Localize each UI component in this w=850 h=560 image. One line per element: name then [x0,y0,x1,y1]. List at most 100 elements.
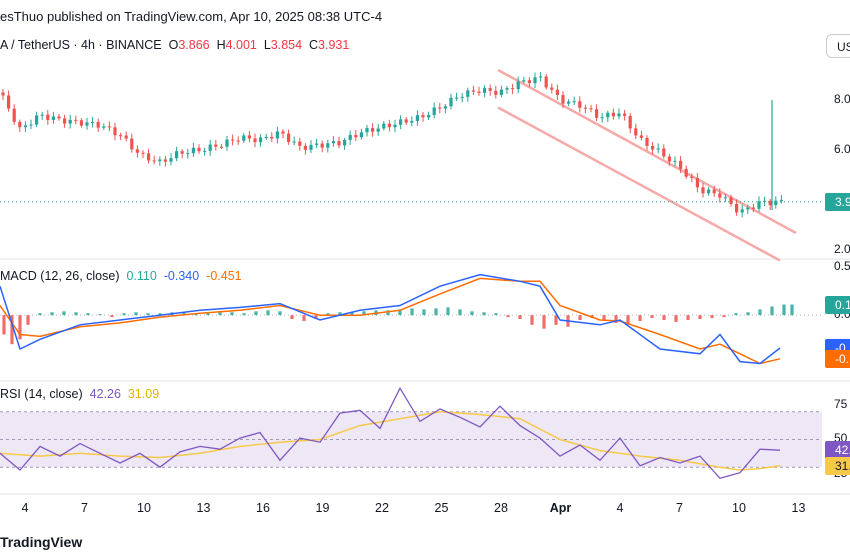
rsi-value-tag: 42. [825,441,850,460]
candle-body [102,126,106,128]
candle-body [460,96,464,98]
candle-body [774,200,778,206]
candle-body [29,124,33,126]
macd-histogram-bar [782,304,786,316]
candle-body [527,80,531,84]
time-axis-tick: 4 [21,501,29,515]
candle-body [85,122,89,126]
macd-histogram-bar [326,313,330,316]
channel-upper-line [497,68,797,235]
candle-body [96,122,100,128]
macd-histogram-bar [302,315,306,321]
macd-histogram-bar [10,315,14,345]
candle-body [550,87,554,90]
candle-body [572,101,576,103]
candle-body [51,116,55,120]
candle-body [68,119,72,124]
candle-body [376,128,380,132]
candle-body [567,101,571,104]
last-price-tag: 3.9 [825,192,850,211]
published-line: esThuo published on TradingView.com, Apr… [0,9,383,24]
candle-body [471,90,475,92]
candle-body [12,108,16,122]
candle-body [326,143,330,148]
candle-body [203,150,207,152]
candle-body [158,159,162,162]
candle-body [466,90,470,97]
macd-histogram-bar [362,311,366,316]
candle-body [225,139,229,147]
macd-histogram-bar [38,313,42,316]
macd-histogram-bar [554,315,558,325]
candle-body [695,178,699,188]
candle-body [354,134,358,138]
candle-body [511,88,515,90]
macd-histogram-bar [2,315,6,335]
macd-histogram-bar [98,314,102,316]
candle-body [662,148,666,157]
macd-axis-tick: 0.5 [834,258,850,273]
candle-body [175,151,179,159]
tradingview-logo: TradingView [0,534,83,550]
channel-lower-line [497,106,781,262]
candle-body [191,147,195,154]
time-axis-tick: 10 [137,501,151,515]
candle-body [107,126,111,128]
candle-body [35,115,39,125]
macd-histogram-bar [686,315,690,320]
macd-histogram-bar [50,312,54,316]
candle-body [315,143,319,145]
candle-body [287,133,291,142]
candle-body [639,135,643,138]
macd-histogram-bar [518,315,522,320]
macd-histogram-bar [758,309,762,316]
candle-body [516,81,520,90]
time-axis-tick: 25 [434,501,449,515]
macd-histogram-bar [230,312,234,316]
macd-histogram-bar [266,310,270,316]
candle-body [399,119,403,125]
macd-histogram-bar [158,313,162,316]
candle-body [427,114,431,118]
candle-body [779,199,783,201]
time-axis-tick: 4 [616,501,624,515]
macd-histogram-bar [650,315,654,319]
candle-body [365,128,369,133]
candle-body [247,135,251,139]
macd-histogram-bar [398,309,402,316]
time-axis-tick: 13 [196,501,211,515]
candle-body [449,97,453,107]
candle-body [488,88,492,91]
candle-body [309,144,313,150]
macd-histogram-bar [62,311,66,316]
macd-histogram-bar [74,312,78,316]
macd-histogram-bar [578,315,582,320]
candle-body [79,120,83,126]
candle-body [729,197,733,204]
candle-body [147,153,151,161]
candle-body [163,159,167,162]
candle-body [455,97,459,99]
currency-unit-button[interactable]: US [826,34,850,58]
candle-body [578,101,582,108]
candle-body [438,107,442,109]
macd-value-tag: -0. [825,349,850,368]
candle-body [393,124,397,128]
candle-body [7,95,11,109]
candle-body [74,119,78,121]
candle-body [651,145,655,150]
candle-body [57,116,61,119]
candle-body [135,149,139,153]
macd-histogram-bar [722,315,726,318]
candle-body [231,139,235,141]
macd-histogram-bar [770,306,774,316]
rsi-title: RSI (14, close) [0,387,83,401]
candle-body [645,137,649,146]
candle-body [1,92,5,96]
close-label: C [309,38,319,52]
candle-body [701,187,705,194]
candle-body [628,115,632,129]
time-axis-tick: 19 [315,501,330,515]
candle-body [63,118,67,124]
